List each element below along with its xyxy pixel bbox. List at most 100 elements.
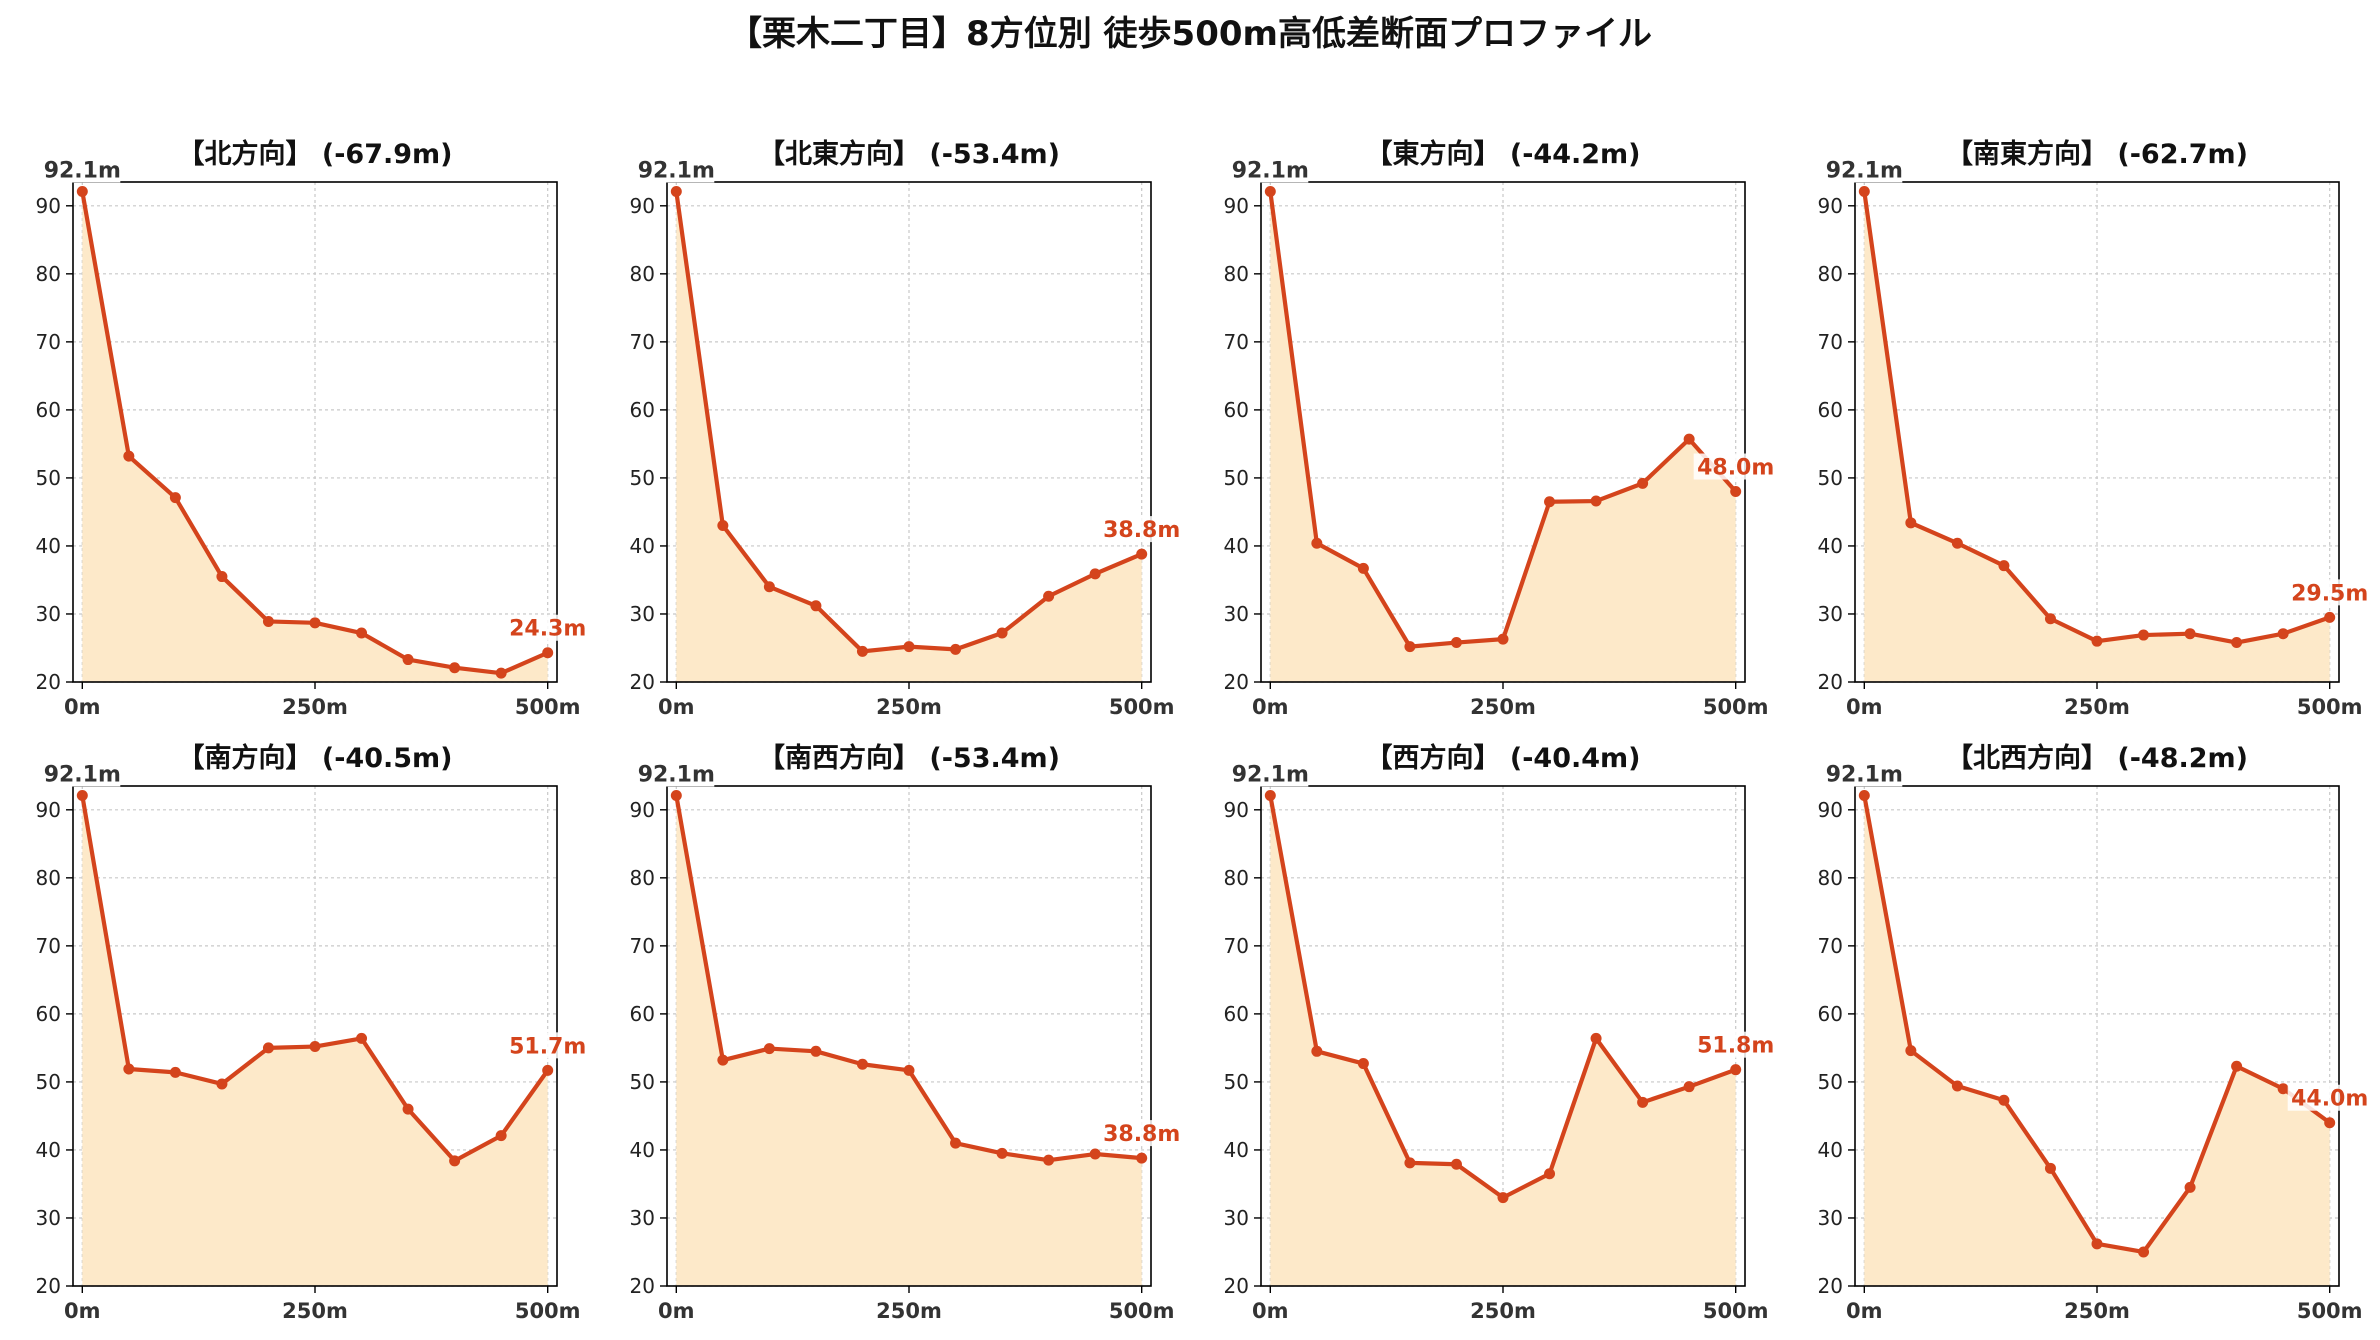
y-tick-label: 50 bbox=[630, 1070, 655, 1094]
subplot-6: 20 30 40 50 60 70 80 90 0m 250m 500m 【西方向】 (-40.4m)… bbox=[1224, 742, 1775, 1323]
y-tick-label: 20 bbox=[1224, 670, 1249, 694]
data-point bbox=[856, 1058, 868, 1070]
area-fill bbox=[1864, 191, 2330, 682]
data-point bbox=[262, 1042, 274, 1054]
data-point bbox=[1264, 186, 1276, 198]
data-point bbox=[1089, 568, 1101, 580]
data-point bbox=[1450, 637, 1462, 649]
end-label-bg bbox=[2287, 579, 2368, 606]
x-tick-label: 500m bbox=[1703, 695, 1769, 719]
data-point bbox=[1730, 1064, 1742, 1076]
y-tick-label: 30 bbox=[1818, 1206, 1843, 1230]
x-tick-label: 500m bbox=[515, 695, 581, 719]
data-point bbox=[1905, 1045, 1917, 1057]
y-tick-label: 70 bbox=[1224, 934, 1249, 958]
y-tick-label: 20 bbox=[1818, 670, 1843, 694]
y-tick-label: 40 bbox=[1818, 1138, 1843, 1162]
data-point bbox=[356, 1032, 368, 1044]
data-point bbox=[1264, 790, 1276, 802]
subplot-5: 20 30 40 50 60 70 80 90 0m 250m 500m 【南西方向】 (-53.4m… bbox=[630, 742, 1181, 1323]
y-tick-label: 20 bbox=[36, 670, 61, 694]
y-tick-label: 80 bbox=[630, 866, 655, 890]
data-point bbox=[1043, 590, 1055, 602]
data-point bbox=[542, 1064, 554, 1076]
y-tick-label: 90 bbox=[1818, 798, 1843, 822]
y-tick-label: 60 bbox=[1818, 1002, 1843, 1026]
data-point bbox=[449, 662, 461, 674]
subplot-0: 20 30 40 50 60 70 80 90 0m 250m 500m 【北方向】 (-67.9m)… bbox=[36, 138, 587, 719]
start-label: 92.1m bbox=[1232, 763, 1309, 788]
start-label: 92.1m bbox=[638, 159, 715, 184]
data-point bbox=[1637, 477, 1649, 489]
y-tick-label: 90 bbox=[1818, 194, 1843, 218]
subplot-title: 【北方向】 (-67.9m) bbox=[177, 138, 452, 170]
y-tick-label: 60 bbox=[630, 398, 655, 422]
data-point bbox=[309, 1041, 321, 1053]
subplot-title: 【北東方向】 (-53.4m) bbox=[758, 138, 1060, 170]
x-tick-label: 500m bbox=[1703, 1299, 1769, 1323]
data-point bbox=[1450, 1158, 1462, 1170]
start-label: 92.1m bbox=[1826, 763, 1903, 788]
x-tick-label: 500m bbox=[1109, 1299, 1175, 1323]
data-point bbox=[856, 645, 868, 657]
start-label-bg bbox=[1822, 156, 1903, 183]
y-tick-label: 30 bbox=[1224, 602, 1249, 626]
start-label: 92.1m bbox=[638, 763, 715, 788]
data-point bbox=[810, 1045, 822, 1057]
data-point bbox=[1998, 1094, 2010, 1106]
start-label-bg bbox=[40, 760, 121, 787]
data-point bbox=[2138, 1246, 2150, 1258]
x-tick-label: 500m bbox=[1109, 695, 1175, 719]
y-tick-label: 40 bbox=[1818, 534, 1843, 558]
x-tick-label: 0m bbox=[1846, 695, 1883, 719]
end-label: 44.0m bbox=[2291, 1087, 2368, 1112]
subplot-title: 【西方向】 (-40.4m) bbox=[1365, 742, 1640, 774]
data-point bbox=[309, 617, 321, 629]
data-point bbox=[1136, 548, 1148, 560]
data-point bbox=[1998, 560, 2010, 572]
area-fill bbox=[82, 795, 548, 1286]
y-tick-label: 70 bbox=[1818, 330, 1843, 354]
y-tick-label: 30 bbox=[36, 602, 61, 626]
y-tick-label: 30 bbox=[630, 602, 655, 626]
data-point bbox=[763, 1043, 775, 1055]
data-point bbox=[1089, 1148, 1101, 1160]
y-tick-label: 20 bbox=[630, 1274, 655, 1298]
end-label-bg bbox=[505, 1032, 586, 1059]
end-label-bg bbox=[1693, 453, 1774, 480]
subplot-1: 20 30 40 50 60 70 80 90 0m 250m 500m 【北東方向】 (-53.4m… bbox=[630, 138, 1181, 719]
y-tick-label: 40 bbox=[630, 1138, 655, 1162]
data-point bbox=[262, 615, 274, 627]
data-point bbox=[2277, 1083, 2289, 1095]
start-label: 92.1m bbox=[44, 159, 121, 184]
area-fill bbox=[82, 191, 548, 682]
y-tick-label: 80 bbox=[1224, 866, 1249, 890]
y-tick-label: 90 bbox=[36, 798, 61, 822]
x-tick-label: 0m bbox=[1252, 695, 1289, 719]
data-point bbox=[1905, 517, 1917, 529]
y-tick-label: 70 bbox=[36, 330, 61, 354]
y-tick-label: 20 bbox=[630, 670, 655, 694]
x-tick-label: 250m bbox=[1470, 1299, 1536, 1323]
x-tick-label: 500m bbox=[2297, 695, 2363, 719]
area-fill bbox=[676, 191, 1142, 682]
start-label-bg bbox=[1822, 760, 1903, 787]
y-tick-label: 70 bbox=[630, 330, 655, 354]
y-tick-label: 80 bbox=[1224, 262, 1249, 286]
x-tick-label: 500m bbox=[515, 1299, 581, 1323]
data-point bbox=[495, 667, 507, 679]
y-tick-label: 50 bbox=[1224, 466, 1249, 490]
y-tick-label: 30 bbox=[36, 1206, 61, 1230]
x-tick-label: 0m bbox=[1846, 1299, 1883, 1323]
data-point bbox=[950, 1137, 962, 1149]
y-tick-label: 80 bbox=[1818, 262, 1843, 286]
data-point bbox=[1544, 496, 1556, 508]
area-fill bbox=[1270, 191, 1736, 682]
y-tick-label: 30 bbox=[630, 1206, 655, 1230]
data-point bbox=[1311, 1045, 1323, 1057]
data-point bbox=[1683, 433, 1695, 445]
subplot-7: 20 30 40 50 60 70 80 90 0m 250m 500m 【北西方向】 (-48.2m… bbox=[1818, 742, 2369, 1323]
area-fill bbox=[676, 795, 1142, 1286]
y-tick-label: 60 bbox=[1224, 398, 1249, 422]
data-point bbox=[1311, 537, 1323, 549]
